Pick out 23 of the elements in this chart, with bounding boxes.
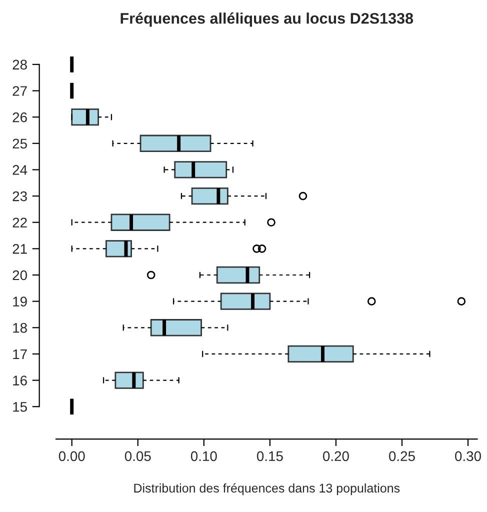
y-tick-label: 28	[12, 60, 27, 70]
y-tick-label: 23	[12, 191, 27, 202]
y-tick-label: 16	[13, 376, 27, 386]
y-tick-label: 24	[12, 165, 28, 175]
y-tick-label: 21	[12, 244, 27, 254]
y-tick-label: 25	[12, 138, 27, 149]
y-tick-label: 26	[12, 112, 27, 122]
x-tick-label: 0.05	[124, 451, 151, 462]
y-tick-label: 20	[12, 270, 27, 280]
y-tick-label: 18	[13, 322, 27, 333]
x-tick-label: 0.20	[322, 451, 349, 462]
x-axis-title: Distribution des fréquences dans 13 populations	[134, 483, 400, 496]
x-tick-label: 0.25	[389, 451, 415, 462]
x-tick-label: 0.00	[58, 451, 85, 462]
x-tick-label: 0.30	[455, 451, 481, 462]
y-tick-label: 15	[13, 402, 27, 412]
x-tick-label: 0.15	[256, 451, 283, 462]
y-tick-label: 22	[12, 218, 27, 228]
y-tick-label: 19	[13, 296, 27, 306]
chart-title: Fréquences alléliques au locus D2S1338	[120, 12, 414, 27]
y-tick-label: 27	[12, 86, 27, 96]
x-tick-label: 0.10	[190, 451, 217, 462]
y-tick-label: 17	[13, 349, 27, 359]
